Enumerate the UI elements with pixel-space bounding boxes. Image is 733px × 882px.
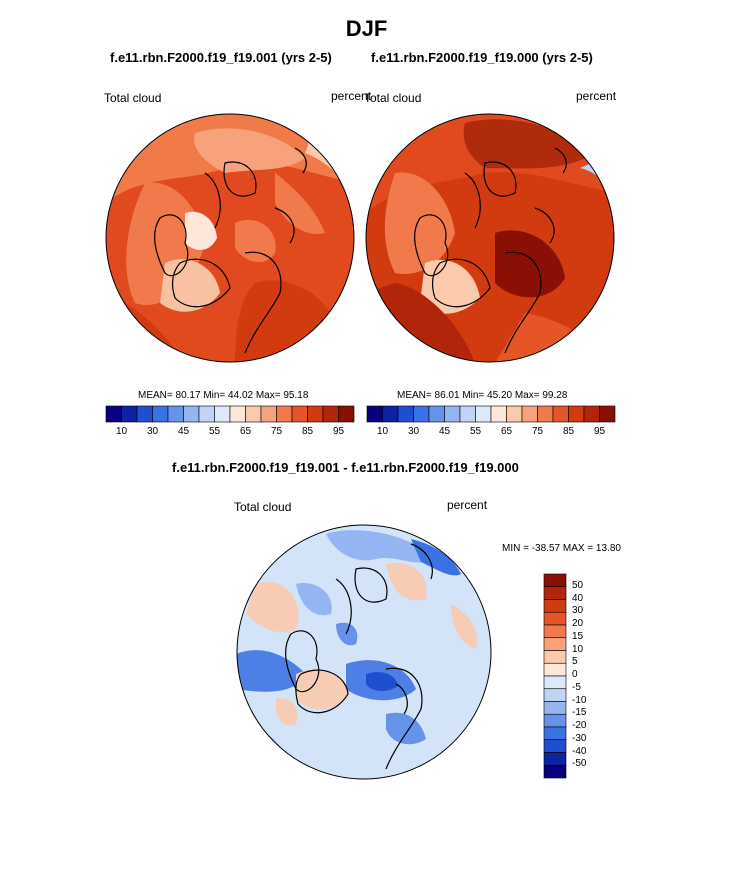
right-colorbar-tick-label: 95 [593, 426, 606, 437]
right-colorbar-swatch [506, 405, 523, 423]
left-stats: MEAN= 80.17 Min= 44.02 Max= 95.18 [138, 390, 309, 401]
left-colorbar-swatch [167, 405, 184, 423]
left-variable-label: Total cloud [104, 91, 162, 105]
difference-colorbar-swatch [543, 650, 567, 664]
left-colorbar-swatch [276, 405, 293, 423]
left-colorbar-swatch [322, 405, 339, 423]
difference-title: f.e11.rbn.F2000.f19_f19.001 - f.e11.rbn.… [172, 460, 519, 475]
left-units-label: percent [331, 89, 372, 103]
difference-colorbar-swatch [543, 611, 567, 626]
difference-minmax: MIN = -38.57 MAX = 13.80 [502, 543, 621, 554]
right-colorbar-swatch [397, 405, 414, 423]
right-colorbar-tick-label: 65 [500, 426, 513, 437]
difference-colorbar-swatch [543, 675, 567, 690]
difference-colorbar-tick-label: 10 [572, 643, 584, 655]
difference-variable-label: Total cloud [234, 500, 292, 514]
right-colorbar-swatch [459, 405, 476, 423]
right-colorbar-tick-label: 45 [438, 426, 451, 437]
left-colorbar-tick-label: 65 [239, 426, 252, 437]
left-colorbar-tick-label: 10 [115, 426, 128, 437]
right-colorbar-swatch [521, 405, 538, 423]
right-stats: MEAN= 86.01 Min= 45.20 Max= 99.28 [397, 390, 568, 401]
difference-colorbar-tick-label: -15 [572, 707, 587, 719]
difference-colorbar-swatch [543, 624, 567, 639]
right-colorbar-swatch [366, 405, 383, 423]
left-colorbar-swatch [152, 405, 169, 423]
left-colorbar-tick-label: 85 [301, 426, 314, 437]
left-colorbar-tick-label: 30 [146, 426, 159, 437]
difference-colorbar-tick-label: 0 [572, 669, 578, 680]
left-colorbar-swatch [105, 405, 122, 423]
right-colorbar-swatch [444, 405, 461, 423]
right-colorbar-tick-label: 85 [562, 426, 575, 437]
left-polar-map [105, 113, 355, 363]
left-colorbar-swatch [260, 405, 277, 423]
right-units-label: percent [576, 89, 617, 103]
difference-colorbar-tick-label: 5 [572, 656, 578, 668]
difference-colorbar-swatch [543, 726, 567, 741]
left-colorbar-swatch [245, 405, 262, 423]
left-colorbar-swatch [136, 405, 153, 423]
left-colorbar-tick-label: 45 [177, 426, 190, 437]
right-colorbar [366, 405, 616, 423]
right-colorbar-swatch [475, 405, 492, 423]
difference-colorbar-tick-label: 20 [572, 618, 584, 629]
difference-colorbar-swatch [543, 688, 567, 702]
difference-colorbar-swatch [543, 573, 567, 588]
right-colorbar-tick-label: 10 [376, 426, 389, 437]
difference-colorbar-swatch [543, 764, 567, 779]
difference-colorbar-tick-label: -30 [572, 732, 587, 744]
left-colorbar-swatch [338, 405, 355, 423]
left-colorbar-swatch [121, 405, 138, 423]
right-colorbar-tick-label: 30 [407, 426, 420, 437]
left-panel-title: f.e11.rbn.F2000.f19_f19.001 (yrs 2-5) [110, 50, 332, 65]
left-colorbar-tick-label: 75 [270, 426, 283, 437]
difference-colorbar-swatch [543, 752, 567, 766]
difference-colorbar-swatch [543, 713, 567, 728]
difference-colorbar-swatch [543, 637, 567, 651]
right-colorbar-tick-label: 55 [469, 426, 482, 437]
left-colorbar-swatch [214, 405, 231, 423]
right-panel-title: f.e11.rbn.F2000.f19_f19.000 (yrs 2-5) [371, 50, 593, 65]
right-colorbar-swatch [382, 405, 399, 423]
right-polar-map [365, 113, 615, 363]
difference-colorbar-swatch [543, 739, 567, 753]
right-colorbar-swatch [568, 405, 585, 423]
right-colorbar-swatch [413, 405, 430, 423]
difference-colorbar-swatch [543, 586, 567, 600]
left-colorbar-swatch [229, 405, 246, 423]
difference-colorbar-tick-label: -50 [572, 758, 587, 770]
difference-colorbar-tick-label: 30 [572, 605, 584, 617]
left-colorbar-swatch [198, 405, 215, 423]
left-colorbar-tick-label: 95 [332, 426, 345, 437]
difference-colorbar-tick-label: 40 [572, 592, 584, 604]
right-colorbar-tick-label: 75 [531, 426, 544, 437]
difference-colorbar-swatch [543, 662, 567, 677]
difference-colorbar-tick-label: -10 [572, 694, 587, 706]
right-colorbar-swatch [583, 405, 600, 423]
difference-colorbar-tick-label: -20 [572, 720, 587, 731]
difference-units-label: percent [447, 498, 488, 512]
left-colorbar [105, 405, 355, 423]
difference-polar-map [236, 524, 492, 780]
left-colorbar-swatch [291, 405, 308, 423]
difference-colorbar-swatch [543, 701, 567, 715]
difference-colorbar-tick-label: 50 [572, 579, 584, 591]
left-colorbar-tick-label: 55 [208, 426, 221, 437]
difference-colorbar [543, 573, 567, 779]
difference-colorbar-swatch [543, 599, 567, 613]
difference-colorbar-tick-label: 15 [572, 630, 584, 642]
right-colorbar-swatch [490, 405, 507, 423]
right-colorbar-swatch [599, 405, 616, 423]
main-title: DJF [345, 16, 388, 41]
right-colorbar-swatch [552, 405, 569, 423]
left-colorbar-swatch [183, 405, 200, 423]
difference-colorbar-tick-label: -5 [572, 681, 581, 693]
right-colorbar-swatch [428, 405, 445, 423]
left-colorbar-swatch [307, 405, 324, 423]
right-colorbar-swatch [537, 405, 554, 423]
right-variable-label: Total cloud [364, 91, 422, 105]
difference-colorbar-tick-label: -40 [572, 745, 587, 757]
